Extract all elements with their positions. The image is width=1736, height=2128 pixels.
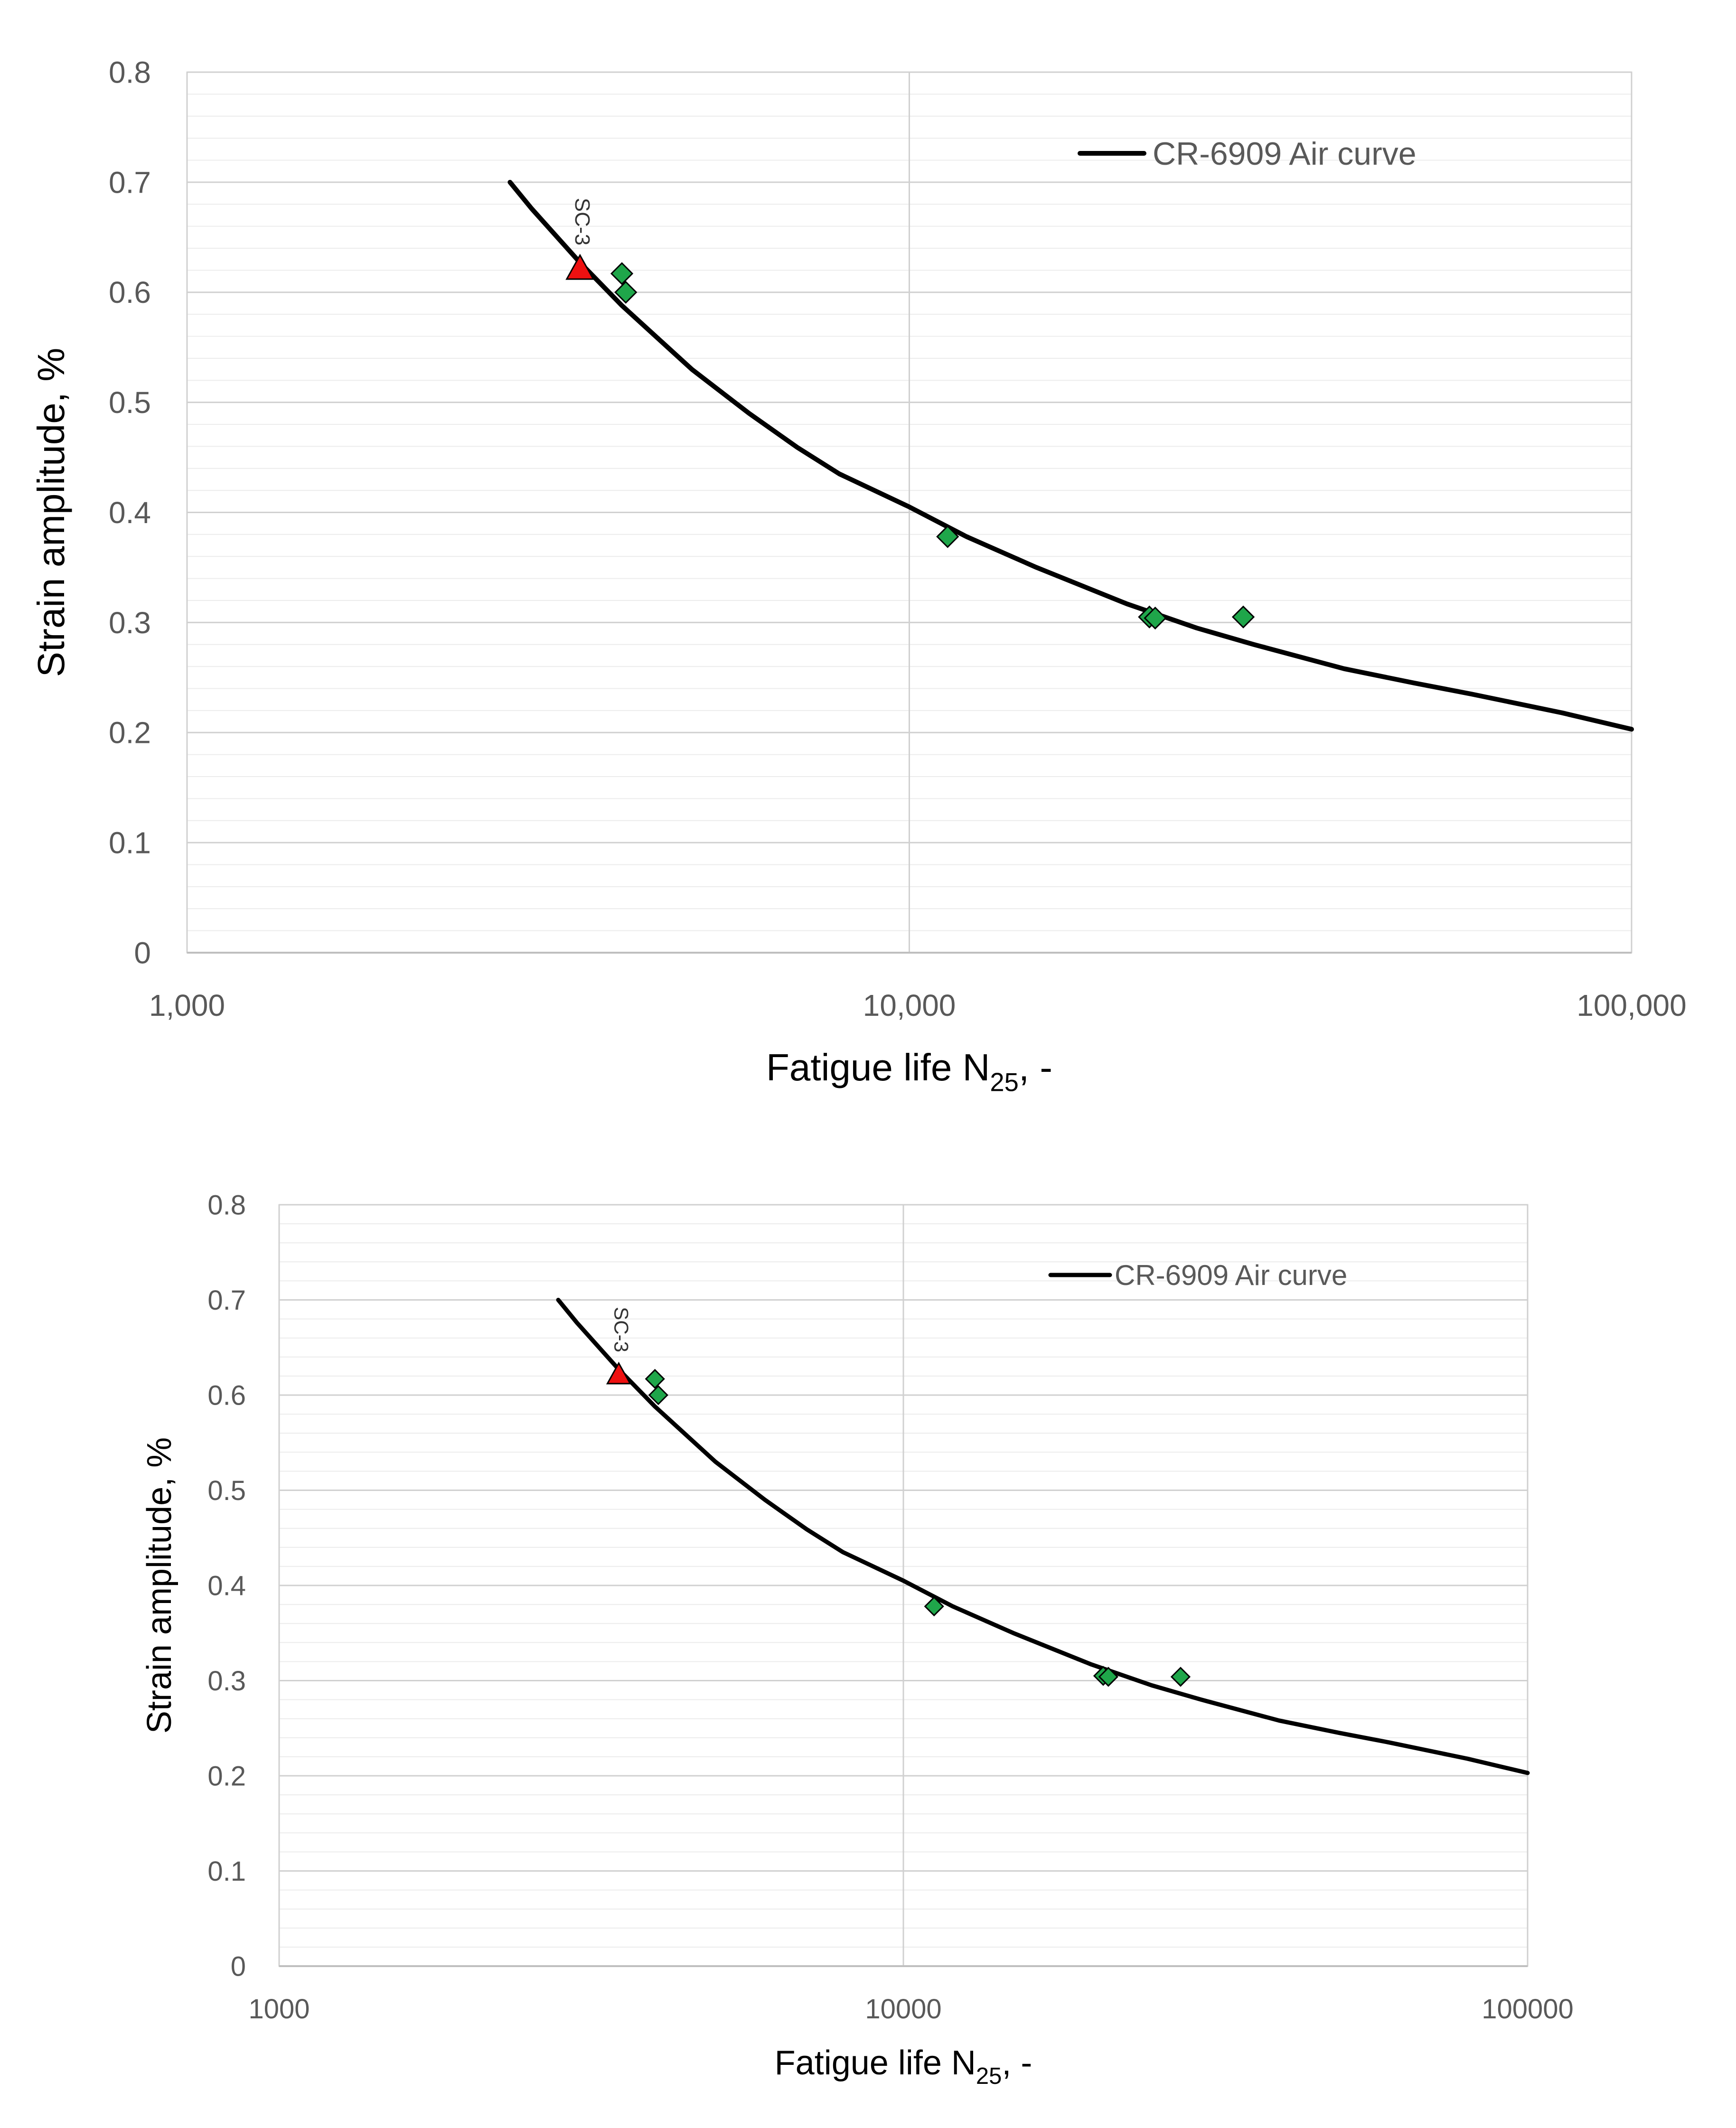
x-axis-label-main: Fatigue life N [775,2044,976,2082]
data-point-diamond [924,1596,944,1617]
x-tick-label: 10000 [865,1994,941,2025]
gridlines [186,71,1633,954]
y-tick-label: 0.4 [109,496,151,530]
x-axis-label-suffix: , - [1019,1046,1052,1088]
air-curve-line [507,179,1634,732]
legend: CR-6909 Air curve [1078,136,1417,172]
y-axis-label: Strain amplitude, % [141,1437,178,1734]
x-tick-label: 100000 [1482,1994,1574,2025]
x-tick-label: 1000 [248,1994,310,2025]
data-point-diamond [645,1369,665,1389]
y-tick-label: 0.5 [207,1475,246,1506]
legend-label: CR-6909 Air curve [1115,1259,1347,1291]
y-tick-label: 0.2 [207,1761,246,1791]
y-tick-label: 0.3 [109,606,151,640]
y-tick-label: 0.8 [109,55,151,89]
legend: CR-6909 Air curve [1048,1259,1347,1291]
data-point-sc3-triangle [565,253,595,280]
data-point-sc3-triangle [606,1361,631,1385]
sc3-label: SC-3 [610,1307,632,1352]
y-tick-label: 0.7 [207,1285,246,1316]
data-point-diamond [1170,1667,1191,1687]
x-axis-label-main: Fatigue life N [766,1046,990,1088]
y-tick-label: 0.5 [109,385,151,420]
x-axis-label-subscript: 25 [990,1068,1019,1097]
y-tick-label: 0.4 [207,1570,246,1601]
y-axis-label: Strain amplitude, % [30,348,72,677]
y-tick-label: 0.7 [109,165,151,199]
y-tick-label: 0.6 [109,275,151,309]
data-point-diamond [1231,605,1255,628]
chart-bottom: 0 0.1 0.2 0.3 0.4 0.5 0.6 0.7 0.8 1000 10000 100000… [141,1190,1574,2089]
x-tick-label: 1,000 [149,988,225,1022]
y-tick-label: 0.1 [207,1856,246,1887]
y-tick-label: 0 [231,1951,246,1982]
y-tick-label: 0.3 [207,1666,246,1697]
x-axis-label-suffix: , - [1002,2044,1032,2082]
sc3-label: SC-3 [571,198,594,245]
x-axis-label-subscript: 25 [976,2063,1002,2089]
x-axis-label: Fatigue life N25, - [775,2044,1032,2089]
gridlines [278,1204,1529,1967]
data-point-diamond [610,262,634,285]
y-tick-label: 0.6 [207,1380,246,1411]
data-point-diamond [648,1385,668,1406]
chart-top: 0 0.1 0.2 0.3 0.4 0.5 0.6 0.7 0.8 1,000 10,000 100,… [30,55,1687,1097]
x-tick-label: 100,000 [1576,988,1686,1022]
y-tick-label: 0.1 [109,826,151,860]
data-point-diamond [614,281,638,304]
data-point-diamond [1144,606,1167,630]
y-tick-label: 0.2 [109,716,151,750]
x-axis-label: Fatigue life N25, - [766,1046,1052,1097]
x-tick-label: 10,000 [863,988,956,1022]
y-tick-label: 0 [134,936,151,970]
y-tick-label: 0.8 [207,1190,246,1220]
data-point-diamond [1098,1667,1118,1687]
air-curve-line [556,1298,1530,1775]
data-point-diamond [936,525,959,548]
legend-label: CR-6909 Air curve [1153,136,1417,172]
